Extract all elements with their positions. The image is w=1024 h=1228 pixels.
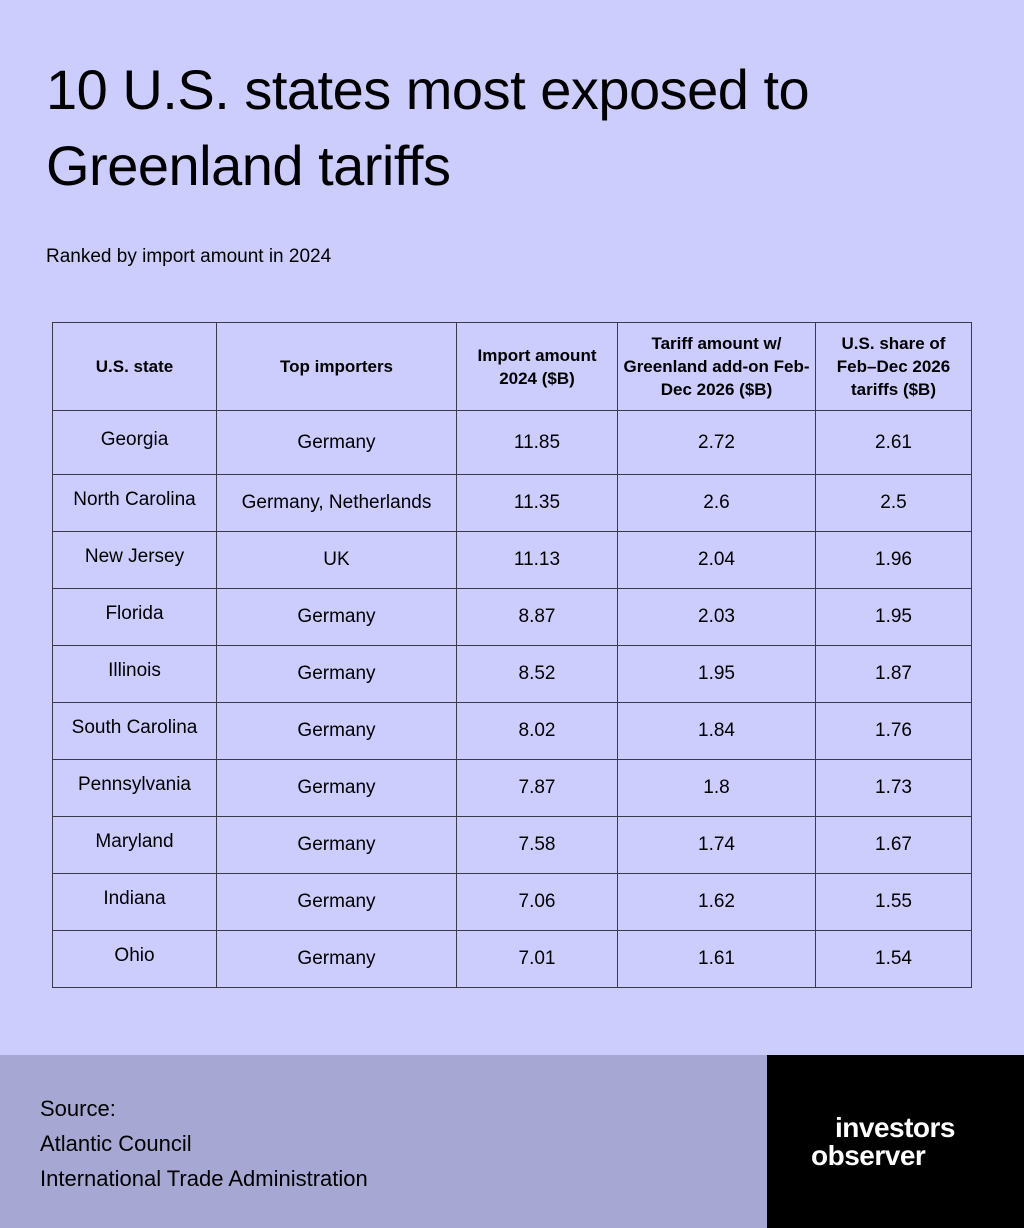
cell-tariff-amount: 1.61 xyxy=(617,930,816,988)
cell-importers: Germany xyxy=(216,930,457,988)
cell-tariff-amount: 2.03 xyxy=(617,588,816,646)
cell-state: Indiana xyxy=(52,873,217,931)
cell-importers: Germany xyxy=(216,410,457,475)
cell-tariff-amount: 1.95 xyxy=(617,645,816,703)
table-row: Maryland Germany 7.58 1.74 1.67 xyxy=(52,816,972,874)
cell-tariff-amount: 1.8 xyxy=(617,759,816,817)
cell-state: New Jersey xyxy=(52,531,217,589)
state-name: New Jersey xyxy=(84,546,185,567)
cell-state: Georgia xyxy=(52,410,217,475)
cell-importers: Germany xyxy=(216,645,457,703)
table-row: Illinois Germany 8.52 1.95 1.87 xyxy=(52,645,972,703)
table-row: Georgia Germany 11.85 2.72 2.61 xyxy=(52,410,972,475)
cell-us-share: 1.95 xyxy=(815,588,972,646)
cell-state: Illinois xyxy=(52,645,217,703)
table-row: South Carolina Germany 8.02 1.84 1.76 xyxy=(52,702,972,760)
table-row: Ohio Germany 7.01 1.61 1.54 xyxy=(52,930,972,988)
cell-importers: UK xyxy=(216,531,457,589)
cell-state: North Carolina xyxy=(52,474,217,532)
cell-us-share: 1.87 xyxy=(815,645,972,703)
state-name: Illinois xyxy=(108,660,161,681)
cell-import-amount: 8.52 xyxy=(456,645,618,703)
cell-importers: Germany xyxy=(216,588,457,646)
state-name: Pennsylvania xyxy=(77,774,192,795)
table-header-row: U.S. state Top importers Import amount 2… xyxy=(52,322,972,411)
cell-state: Florida xyxy=(52,588,217,646)
state-name: North Carolina xyxy=(73,489,196,510)
state-name: Ohio xyxy=(114,945,155,966)
cell-tariff-amount: 2.6 xyxy=(617,474,816,532)
source-line-2: International Trade Administration xyxy=(40,1166,368,1191)
cell-tariff-amount: 1.74 xyxy=(617,816,816,874)
cell-us-share: 2.5 xyxy=(815,474,972,532)
cell-import-amount: 7.01 xyxy=(456,930,618,988)
table-row: New Jersey UK 11.13 2.04 1.96 xyxy=(52,531,972,589)
cell-importers: Germany xyxy=(216,702,457,760)
cell-us-share: 1.54 xyxy=(815,930,972,988)
table-row: North Carolina Germany, Netherlands 11.35 2… xyxy=(52,474,972,532)
logo-block: investors observer xyxy=(767,1055,1024,1228)
cell-tariff-amount: 2.04 xyxy=(617,531,816,589)
table-row: Florida Germany 8.87 2.03 1.95 xyxy=(52,588,972,646)
table-row: Pennsylvania Germany 7.87 1.8 1.73 xyxy=(52,759,972,817)
source-line-1: Atlantic Council xyxy=(40,1131,192,1156)
column-header-tariff-amount: Tariff amount w/ Greenland add-on Feb-De… xyxy=(617,322,816,411)
table-row: Indiana Germany 7.06 1.62 1.55 xyxy=(52,873,972,931)
column-header-us-share: U.S. share of Feb–Dec 2026 tariffs ($B) xyxy=(815,322,972,411)
cell-state: Pennsylvania xyxy=(52,759,217,817)
table-body: Georgia Germany 11.85 2.72 2.61 North Carolin… xyxy=(52,410,972,988)
cell-import-amount: 7.06 xyxy=(456,873,618,931)
state-name: South Carolina xyxy=(71,717,198,738)
cell-us-share: 1.73 xyxy=(815,759,972,817)
cell-import-amount: 8.02 xyxy=(456,702,618,760)
cell-tariff-amount: 2.72 xyxy=(617,410,816,475)
chart-subtitle: Ranked by import amount in 2024 xyxy=(46,246,332,267)
state-name: Maryland xyxy=(95,831,174,852)
cell-state: Ohio xyxy=(52,930,217,988)
logo-line-2: observer xyxy=(811,1140,926,1171)
cell-importers: Germany xyxy=(216,816,457,874)
source-footer: Source: Atlantic Council International T… xyxy=(0,1055,767,1228)
cell-import-amount: 11.35 xyxy=(456,474,618,532)
cell-tariff-amount: 1.84 xyxy=(617,702,816,760)
data-table: U.S. state Top importers Import amount 2… xyxy=(52,322,972,988)
cell-tariff-amount: 1.62 xyxy=(617,873,816,931)
column-header-import-amount: Import amount 2024 ($B) xyxy=(456,322,618,411)
cell-state: South Carolina xyxy=(52,702,217,760)
cell-import-amount: 8.87 xyxy=(456,588,618,646)
state-name: Florida xyxy=(105,603,164,624)
cell-importers: Germany xyxy=(216,759,457,817)
state-name: Indiana xyxy=(103,888,166,909)
chart-title: 10 U.S. states most exposed to Greenland… xyxy=(46,58,810,197)
cell-us-share: 1.67 xyxy=(815,816,972,874)
cell-state: Maryland xyxy=(52,816,217,874)
cell-import-amount: 7.87 xyxy=(456,759,618,817)
cell-us-share: 1.55 xyxy=(815,873,972,931)
cell-us-share: 2.61 xyxy=(815,410,972,475)
cell-us-share: 1.76 xyxy=(815,702,972,760)
cell-importers: Germany xyxy=(216,873,457,931)
state-name: Georgia xyxy=(100,428,169,450)
cell-import-amount: 11.85 xyxy=(456,410,618,475)
cell-importers: Germany, Netherlands xyxy=(216,474,457,532)
cell-import-amount: 11.13 xyxy=(456,531,618,589)
cell-us-share: 1.96 xyxy=(815,531,972,589)
column-header-state: U.S. state xyxy=(52,322,217,411)
logo-line-1: investors xyxy=(835,1112,956,1143)
cell-import-amount: 7.58 xyxy=(456,816,618,874)
column-header-importers: Top importers xyxy=(216,322,457,411)
source-label: Source: xyxy=(40,1096,116,1121)
